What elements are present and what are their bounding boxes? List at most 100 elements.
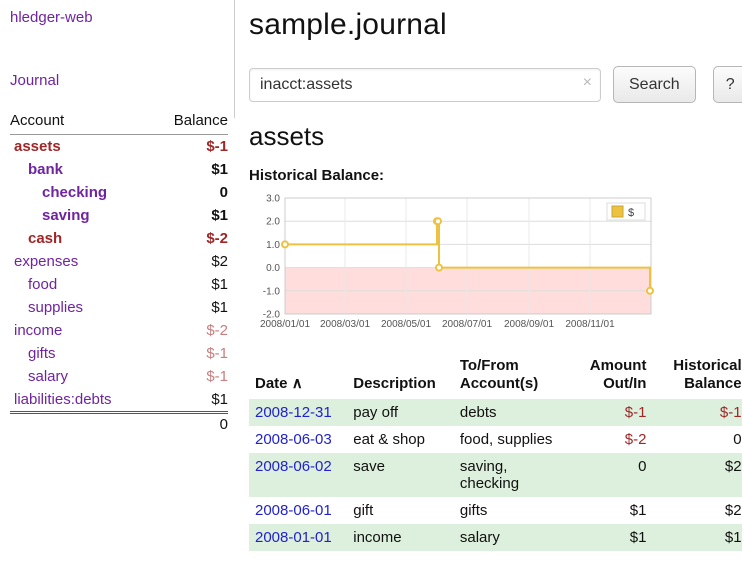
account-balance: 0: [219, 184, 228, 201]
account-row: bank $1: [10, 158, 228, 181]
transaction-description: gift: [353, 502, 374, 519]
transaction-description: save: [353, 458, 385, 475]
account-heading: assets: [249, 121, 325, 151]
svg-text:2008/11/01: 2008/11/01: [565, 319, 615, 330]
transaction-description: eat & shop: [353, 431, 425, 448]
transaction-date-link[interactable]: 2008-06-01: [255, 502, 332, 519]
transaction-balance: $-1: [719, 404, 742, 421]
register-header-accounts: To/From Account(s): [459, 357, 539, 392]
transaction-description: income: [353, 529, 402, 546]
chart-legend: $: [606, 202, 646, 221]
register-header-amount: Amount Out/In: [589, 357, 647, 392]
accounts-total-row: 0: [10, 411, 228, 436]
svg-text:2008/03/01: 2008/03/01: [320, 319, 370, 330]
app-title-link[interactable]: hledger-web: [10, 9, 93, 26]
accounts-table: Account Balance assets $-1 bank $1 check…: [10, 110, 228, 436]
svg-text:3.0: 3.0: [266, 194, 280, 205]
register-row: 2008-01-01 income salary $1 $1: [249, 524, 742, 551]
search-input[interactable]: [249, 67, 601, 102]
account-balance: $-1: [206, 368, 228, 385]
register-row: 2008-06-03 eat & shop food, supplies $-2…: [249, 426, 742, 453]
account-link[interactable]: bank: [28, 161, 64, 178]
sort-ascending-icon[interactable]: ∧: [291, 375, 303, 392]
account-link[interactable]: liabilities:debts: [14, 391, 112, 408]
account-balance: $-1: [206, 138, 228, 155]
account-balance: $1: [211, 161, 228, 178]
account-link[interactable]: food: [28, 276, 58, 293]
account-row: saving $1: [10, 204, 228, 227]
accounts-header-row: Account Balance: [10, 110, 228, 135]
transaction-accounts: salary: [459, 529, 500, 546]
transaction-balance: $2: [724, 502, 742, 519]
transaction-accounts: gifts: [459, 502, 488, 519]
data-point-marker: [646, 286, 654, 295]
transaction-balance: $1: [724, 529, 742, 546]
account-link[interactable]: supplies: [28, 299, 84, 316]
account-row: assets $-1: [10, 135, 228, 159]
account-link[interactable]: saving: [42, 207, 90, 224]
account-row: income $-2: [10, 319, 228, 342]
account-row: salary $-1: [10, 365, 228, 388]
account-link[interactable]: cash: [28, 230, 63, 247]
account-balance: $1: [211, 299, 228, 316]
register-header-balance: Historical Balance: [673, 357, 742, 392]
balance-chart[interactable]: 3.0 2.0 1.0 0.0 -1.0 -2.0 2008/01/01 2008/03/01…: [249, 192, 742, 338]
transaction-amount: 0: [638, 458, 647, 475]
transaction-accounts: debts: [459, 404, 497, 421]
main-content: sample.journal × Search ? assets Histori…: [235, 0, 742, 582]
register-row: 2008-12-31 pay off debts $-1 $-1: [249, 399, 742, 426]
svg-text:2.0: 2.0: [266, 217, 280, 228]
account-balance: $1: [211, 207, 228, 224]
sidebar: hledger-web Journal Account Balance asse…: [0, 0, 234, 582]
clear-search-icon[interactable]: ×: [582, 73, 592, 91]
account-link[interactable]: income: [14, 322, 63, 339]
account-link[interactable]: expenses: [14, 253, 79, 270]
svg-text:-1.0: -1.0: [263, 286, 281, 297]
register-header-row: Date ∧ Description To/From Account(s) Am…: [249, 354, 742, 399]
data-point-marker: [281, 240, 289, 249]
transaction-date-link[interactable]: 2008-12-31: [255, 404, 332, 421]
transaction-date-link[interactable]: 2008-01-01: [255, 529, 332, 546]
register-row: 2008-06-01 gift gifts $1 $2: [249, 497, 742, 524]
data-point-marker: [434, 217, 442, 226]
panel-divider: [234, 0, 235, 118]
transaction-amount: $-1: [624, 404, 647, 421]
nav-journal-link[interactable]: Journal: [10, 72, 60, 89]
transaction-balance: 0: [733, 431, 742, 448]
account-row: cash $-2: [10, 227, 228, 250]
account-link[interactable]: checking: [42, 184, 108, 201]
account-balance: $1: [211, 276, 228, 293]
account-row: food $1: [10, 273, 228, 296]
account-balance: $-2: [206, 230, 228, 247]
account-balance: $2: [211, 253, 228, 270]
transaction-date-link[interactable]: 2008-06-02: [255, 458, 332, 475]
account-link[interactable]: gifts: [28, 345, 56, 362]
account-link[interactable]: assets: [14, 138, 61, 155]
svg-text:2008/01/01: 2008/01/01: [260, 319, 310, 330]
transaction-date-link[interactable]: 2008-06-03: [255, 431, 332, 448]
transaction-description: pay off: [353, 404, 399, 421]
data-point-marker: [435, 263, 443, 272]
search-help-button[interactable]: ?: [712, 66, 742, 103]
transaction-accounts: saving, checking: [459, 458, 520, 492]
accounts-total: 0: [152, 411, 228, 436]
register-table: Date ∧ Description To/From Account(s) Am…: [249, 354, 742, 551]
account-row: liabilities:debts $1: [10, 388, 228, 413]
chart-title: Historical Balance:: [249, 167, 385, 184]
sidebar-nav: Journal: [10, 72, 228, 89]
account-balance: $1: [211, 391, 228, 408]
svg-text:1.0: 1.0: [266, 240, 280, 251]
account-link[interactable]: salary: [28, 368, 69, 385]
svg-text:2008/05/01: 2008/05/01: [381, 319, 431, 330]
accounts-header-balance: Balance: [152, 110, 228, 135]
svg-text:$: $: [628, 207, 634, 219]
register-row: 2008-06-02 save saving, checking 0 $2: [249, 453, 742, 497]
account-row: expenses $2: [10, 250, 228, 273]
account-row: checking 0: [10, 181, 228, 204]
search-button[interactable]: Search: [613, 66, 696, 103]
transaction-accounts: food, supplies: [459, 431, 553, 448]
transaction-amount: $1: [629, 502, 647, 519]
register-header-date[interactable]: Date: [255, 375, 288, 392]
svg-text:2008/07/01: 2008/07/01: [442, 319, 492, 330]
